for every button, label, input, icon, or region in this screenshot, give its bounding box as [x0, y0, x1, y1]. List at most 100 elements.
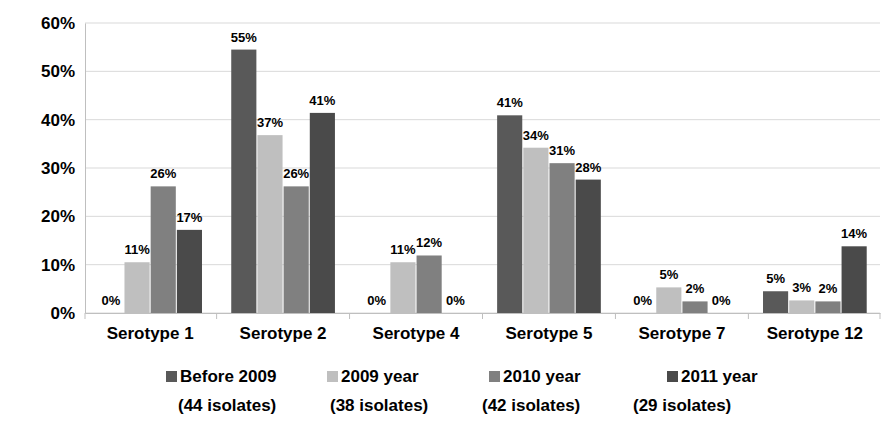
data-label: 55%: [231, 30, 257, 45]
data-labels: 0% 55% 0% 41% 0% 5% 11% 37% 11% 34% 5% 3% 26% 26% 12% 3…: [101, 30, 867, 308]
data-label: 0%: [633, 293, 652, 308]
data-label: 0%: [712, 293, 731, 308]
y-tick-label: 20%: [41, 207, 75, 226]
data-label: 34%: [523, 128, 549, 143]
data-label: 37%: [257, 115, 283, 130]
x-separator: [216, 313, 217, 319]
bar: [842, 246, 867, 313]
bar: [310, 113, 335, 313]
y-tick: 60%: [41, 14, 85, 33]
bar: [789, 300, 814, 313]
grid: [85, 23, 880, 313]
x-tick-label: Serotype 5: [506, 324, 593, 343]
bar: [763, 291, 788, 313]
bar: [682, 301, 707, 313]
data-label: 41%: [497, 95, 523, 110]
x-separator: [748, 313, 749, 319]
bars: [124, 50, 866, 313]
legend-item: 2011 year(29 isolates): [633, 367, 758, 415]
data-label: 5%: [766, 271, 785, 286]
data-label: 5%: [659, 267, 678, 282]
y-axis: 0% 10% 20% 30% 40% 50% 60%: [41, 14, 86, 323]
legend-label: Before 2009(44 isolates): [178, 367, 276, 415]
x-tick: Serotype 1: [107, 313, 194, 343]
legend-label: 2011 year(29 isolates): [633, 367, 758, 415]
x-tick-label: Serotype 1: [107, 324, 194, 343]
y-tick: 10%: [41, 256, 85, 275]
y-tick-label: 60%: [41, 14, 75, 33]
legend-swatch: [327, 371, 338, 382]
bar: [364, 313, 389, 314]
x-separator: [880, 313, 881, 319]
grid-line: [85, 23, 880, 24]
bar: [98, 313, 123, 314]
bar: [656, 287, 681, 313]
data-label: 0%: [446, 293, 465, 308]
x-separators: [85, 313, 880, 319]
data-label: 0%: [101, 293, 120, 308]
bar: [709, 313, 734, 314]
bar: [257, 135, 282, 313]
bar: [576, 180, 601, 313]
bar: [497, 115, 522, 313]
legend-item: 2010 year(42 isolates): [482, 367, 581, 415]
data-label: 11%: [124, 242, 150, 257]
y-tick-label: 30%: [41, 159, 75, 178]
bar: [815, 301, 840, 313]
grid-line: [85, 264, 880, 265]
grid-line: [85, 216, 880, 217]
data-label: 3%: [792, 280, 811, 295]
legend-item: Before 2009(44 isolates): [166, 367, 276, 415]
bar: [284, 186, 309, 313]
series: [151, 163, 841, 313]
x-separator: [615, 313, 616, 319]
legend-item: 2009 year(38 isolates): [327, 367, 428, 415]
bar: [124, 262, 149, 313]
bar: [549, 163, 574, 313]
bar: [523, 148, 548, 313]
x-separator: [482, 313, 483, 319]
grid-line: [85, 71, 880, 72]
bar: [390, 262, 415, 313]
y-tick-label: 50%: [41, 62, 75, 81]
y-tick-label: 10%: [41, 256, 75, 275]
x-separator: [85, 313, 86, 319]
bar: [177, 230, 202, 313]
legend: Before 2009(44 isolates) 2009 year(38 iso…: [166, 367, 758, 415]
bar: [151, 186, 176, 313]
x-tick: Serotype 12: [767, 313, 863, 343]
data-label: 12%: [416, 235, 442, 250]
series: [231, 50, 788, 313]
grid-line: [85, 119, 880, 120]
data-label: 26%: [150, 166, 176, 181]
x-tick: Serotype 7: [638, 313, 725, 343]
legend-label: 2009 year(38 isolates): [330, 367, 428, 415]
data-label: 0%: [367, 293, 386, 308]
legend-label: 2010 year(42 isolates): [482, 367, 581, 415]
legend-swatch: [489, 371, 500, 382]
chart: 0% 10% 20% 30% 40% 50% 60% Serotype 1 Serotype 2…: [0, 0, 894, 433]
y-tick: 30%: [41, 159, 85, 178]
data-label: 41%: [309, 93, 335, 108]
legend-swatch: [667, 371, 678, 382]
data-label: 17%: [176, 210, 202, 225]
bar: [630, 313, 655, 314]
series: [124, 135, 814, 313]
x-tick: Serotype 4: [373, 313, 460, 343]
data-label: 2%: [686, 281, 705, 296]
x-tick-label: Serotype 4: [373, 324, 460, 343]
y-tick: 20%: [41, 207, 85, 226]
y-tick: 40%: [41, 111, 85, 130]
data-label: 2%: [819, 281, 838, 296]
x-axis: Serotype 1 Serotype 2 Serotype 4 Serotype 5…: [85, 313, 881, 343]
legend-swatch: [166, 371, 177, 382]
grid-line: [85, 168, 880, 169]
y-tick: 0%: [50, 304, 85, 323]
x-tick-label: Serotype 2: [240, 324, 327, 343]
data-label: 26%: [283, 166, 309, 181]
data-label: 31%: [549, 143, 575, 158]
x-separator: [349, 313, 350, 319]
bar: [443, 313, 468, 314]
data-label: 11%: [390, 242, 416, 257]
x-tick: Serotype 2: [240, 313, 327, 343]
